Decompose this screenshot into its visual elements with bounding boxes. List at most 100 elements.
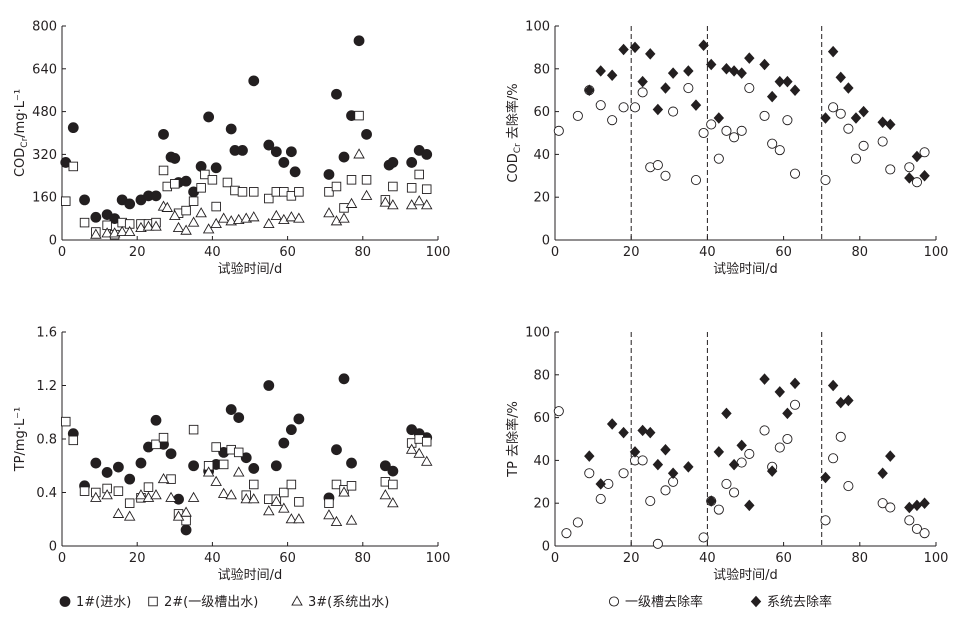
data-point (124, 498, 135, 508)
data-point (323, 207, 335, 218)
data-point (698, 127, 709, 139)
x-axis-title: 试验时间/d (713, 261, 778, 277)
data-point (142, 491, 155, 502)
data-point (759, 425, 770, 436)
data-point (225, 404, 237, 415)
data-point (698, 39, 709, 52)
y-tick-label: 40 (533, 148, 550, 163)
data-point (200, 169, 210, 180)
data-point (247, 211, 260, 222)
data-point (406, 157, 418, 168)
data-point (331, 444, 342, 456)
data-point (240, 452, 252, 464)
x-tick-label: 40 (204, 245, 221, 260)
series-filled-circle (67, 373, 433, 536)
data-point (858, 140, 869, 151)
y-tick-label: 800 (32, 20, 57, 35)
data-point (919, 528, 930, 539)
y-tick-label: 0.8 (36, 433, 57, 448)
data-point (553, 125, 564, 136)
data-point (217, 487, 230, 498)
data-point (652, 160, 663, 171)
data-point (180, 175, 192, 187)
data-point (387, 199, 399, 210)
x-tick-label: 40 (204, 551, 221, 566)
data-point (388, 181, 398, 192)
data-point (278, 213, 290, 224)
data-point (158, 128, 169, 140)
data-point (338, 373, 350, 385)
legend-label: 系统去除率 (767, 594, 832, 610)
data-point (338, 486, 350, 497)
data-point (338, 212, 350, 223)
legend-left: 1#(进水) 2#(一级槽出水) 3#(系统出水) (59, 595, 389, 610)
data-point (413, 447, 425, 458)
data-point (90, 228, 102, 239)
y-tick-label: 60 (533, 105, 550, 120)
data-point (324, 187, 334, 197)
data-point (606, 418, 618, 430)
x-tick-label: 80 (355, 245, 372, 260)
data-point (289, 166, 301, 178)
y-tick-label: 320 (32, 148, 57, 163)
x-tick-label: 0 (58, 551, 66, 566)
data-point (202, 223, 215, 234)
data-point (572, 517, 583, 528)
data-point (79, 217, 90, 228)
data-point (79, 194, 90, 206)
data-point (293, 212, 305, 223)
x-tick-label: 100 (426, 245, 451, 260)
data-point (789, 84, 801, 96)
data-point (294, 187, 304, 197)
data-point (561, 528, 572, 539)
data-point (123, 225, 136, 237)
data-point (249, 479, 259, 490)
data-point (782, 75, 793, 88)
data-point (660, 82, 671, 94)
data-point (606, 69, 618, 81)
data-point (187, 491, 200, 502)
data-point (713, 112, 725, 124)
data-point (744, 83, 755, 94)
data-point (782, 433, 793, 445)
data-point (142, 220, 155, 231)
x-tick-label: 40 (699, 551, 716, 566)
series-open-circle (553, 399, 930, 549)
x-tick-label: 60 (775, 245, 792, 260)
data-point (744, 448, 755, 460)
data-point (911, 499, 923, 512)
data-point (911, 150, 923, 163)
data-point (158, 432, 169, 443)
y-tick-label: 0.4 (36, 486, 57, 501)
y-tick-label: 100 (525, 20, 550, 35)
legend-label: 1#(进水) (76, 595, 131, 610)
data-point (789, 168, 801, 179)
data-point (850, 153, 862, 164)
data-point (181, 205, 191, 216)
data-point (713, 446, 725, 458)
data-point (270, 146, 282, 158)
data-point (904, 162, 915, 173)
data-point (713, 153, 724, 164)
data-point (721, 63, 732, 75)
data-point (877, 136, 888, 147)
data-point (180, 524, 192, 536)
data-point (827, 45, 839, 58)
data-point (170, 179, 180, 189)
data-point (595, 493, 606, 504)
data-point (421, 148, 433, 160)
data-point (248, 463, 260, 474)
data-point (690, 175, 702, 186)
data-point (210, 475, 222, 486)
data-point (637, 424, 648, 437)
series-open-triangle (90, 443, 433, 526)
data-point (904, 501, 915, 514)
chart-cod-concentration: 0 20 40 60 80 100 0 160 320 480 640 800 试验时间/d CODCr/… (13, 20, 450, 278)
data-point (222, 177, 233, 188)
data-point (210, 162, 222, 174)
data-point (572, 110, 583, 121)
data-point (774, 386, 785, 398)
data-point (759, 110, 770, 121)
data-point (706, 119, 717, 130)
series-open-square (61, 110, 432, 240)
